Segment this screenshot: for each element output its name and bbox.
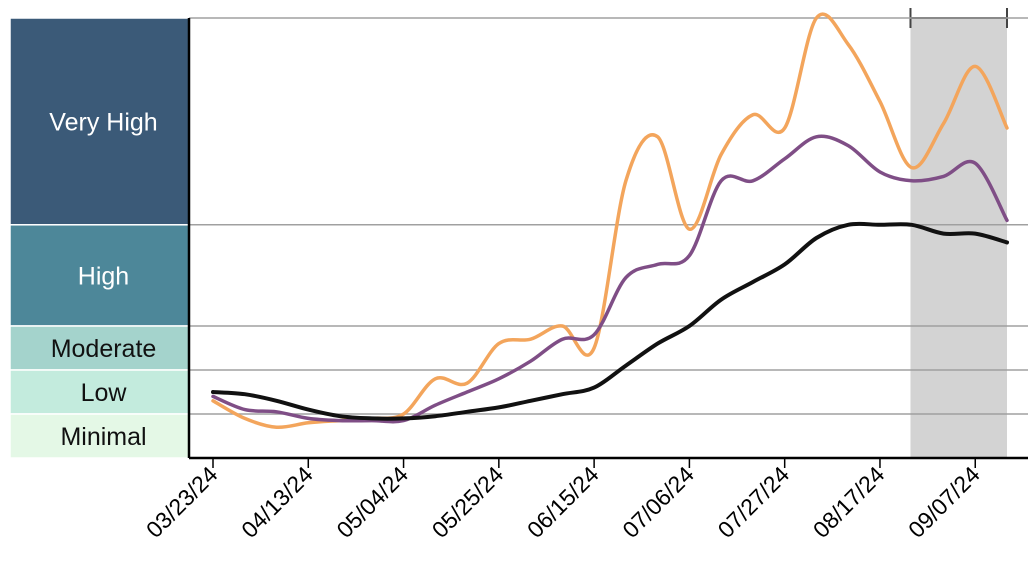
x-tick-label: 03/23/24	[141, 461, 223, 543]
x-tick-label: 05/04/24	[331, 461, 413, 543]
axes	[187, 18, 1028, 460]
series-line-2	[211, 134, 1009, 424]
level-label-very-high: Very High	[49, 108, 157, 136]
level-label-moderate: Moderate	[51, 335, 157, 363]
x-tick-label: 05/25/24	[427, 461, 509, 543]
level-band-minimal	[9, 413, 190, 459]
series-lines	[211, 12, 1009, 430]
level-gridlines	[189, 17, 1028, 415]
x-tick-label: 06/15/24	[522, 461, 604, 543]
x-tick-label: 08/17/24	[808, 461, 890, 543]
x-tick-label: 09/07/24	[903, 461, 985, 543]
level-label-low: Low	[81, 379, 128, 407]
x-tick-label: 04/13/24	[236, 461, 318, 543]
x-tick-label: 07/27/24	[713, 461, 795, 543]
series-line-3	[211, 221, 1009, 421]
level-band-high	[9, 224, 190, 327]
level-label-high: High	[78, 262, 129, 290]
level-band-very-high	[9, 17, 190, 226]
level-bands: Very High High Moderate Low Minimal	[9, 17, 190, 459]
level-band-moderate	[9, 325, 190, 371]
level-label-minimal: Minimal	[60, 423, 146, 451]
x-axis-ticks: 03/23/24 04/13/24 05/04/24 05/25/24 06/15/24…	[141, 458, 985, 543]
series-line-1	[211, 12, 1009, 430]
x-tick-label: 07/06/24	[617, 461, 699, 543]
